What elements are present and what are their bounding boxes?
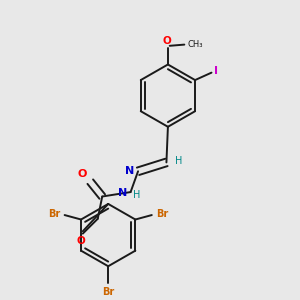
Text: O: O bbox=[78, 169, 87, 179]
Text: N: N bbox=[118, 188, 127, 198]
Text: H: H bbox=[175, 156, 182, 166]
Text: I: I bbox=[214, 66, 218, 76]
Text: H: H bbox=[133, 190, 140, 200]
Text: O: O bbox=[163, 36, 171, 46]
Text: O: O bbox=[77, 236, 86, 246]
Text: CH₃: CH₃ bbox=[187, 40, 203, 49]
Text: N: N bbox=[125, 166, 134, 176]
Text: Br: Br bbox=[156, 209, 169, 219]
Text: Br: Br bbox=[102, 287, 114, 297]
Text: Br: Br bbox=[48, 209, 60, 219]
